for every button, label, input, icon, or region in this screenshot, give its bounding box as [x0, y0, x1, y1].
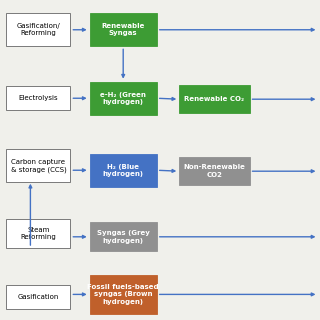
FancyBboxPatch shape — [90, 275, 157, 314]
FancyBboxPatch shape — [6, 219, 70, 248]
FancyBboxPatch shape — [90, 82, 157, 115]
Text: Syngas (Grey
hydrogen): Syngas (Grey hydrogen) — [97, 230, 150, 244]
Text: Steam
Reforming: Steam Reforming — [20, 227, 56, 240]
FancyBboxPatch shape — [6, 13, 70, 46]
Text: e-H₂ (Green
hydrogen): e-H₂ (Green hydrogen) — [100, 92, 146, 105]
FancyBboxPatch shape — [90, 13, 157, 46]
Text: Fossil fuels-based
syngas (Brown
hydrogen): Fossil fuels-based syngas (Brown hydroge… — [87, 284, 159, 305]
Text: Gasification/
Reforming: Gasification/ Reforming — [17, 23, 60, 36]
Text: Renewable
Syngas: Renewable Syngas — [101, 23, 145, 36]
Text: Gasification: Gasification — [18, 294, 59, 300]
Text: Non-Renewable
CO2: Non-Renewable CO2 — [183, 164, 245, 178]
FancyBboxPatch shape — [179, 85, 250, 113]
FancyBboxPatch shape — [6, 285, 70, 309]
Text: Carbon capture
& storage (CCS): Carbon capture & storage (CCS) — [11, 159, 66, 172]
FancyBboxPatch shape — [179, 157, 250, 185]
Text: Electrolysis: Electrolysis — [19, 95, 58, 101]
FancyBboxPatch shape — [6, 149, 70, 182]
FancyBboxPatch shape — [90, 222, 157, 251]
FancyBboxPatch shape — [90, 154, 157, 187]
Text: H₂ (Blue
hydrogen): H₂ (Blue hydrogen) — [103, 164, 144, 177]
FancyBboxPatch shape — [6, 86, 70, 110]
Text: Renewable CO₂: Renewable CO₂ — [184, 96, 244, 102]
